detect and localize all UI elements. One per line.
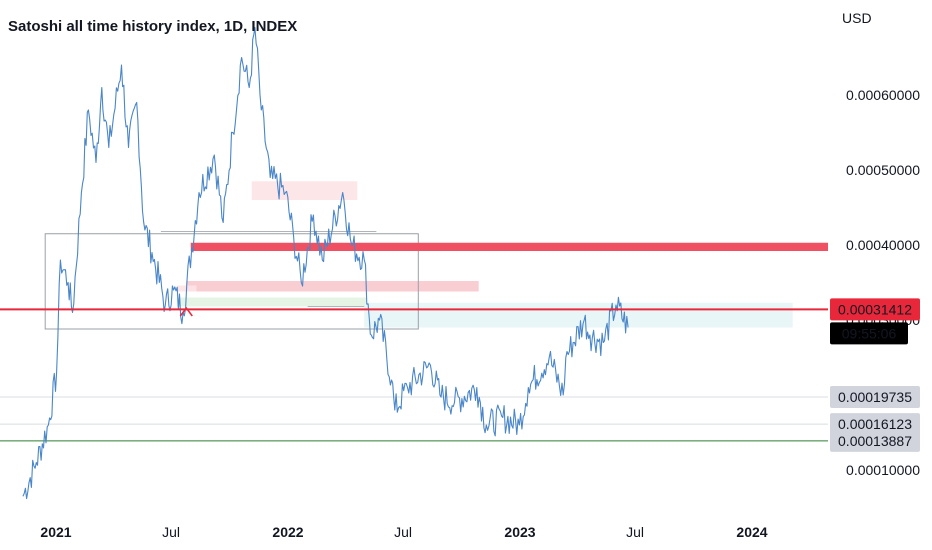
x-tick-label: Jul bbox=[394, 524, 412, 540]
x-tick-label: 2021 bbox=[40, 524, 71, 540]
level-badge-3: 0.00013887 bbox=[838, 433, 912, 449]
countdown-badge-bg bbox=[830, 322, 908, 345]
price-line bbox=[22, 26, 629, 500]
currency-label: USD bbox=[842, 10, 872, 26]
level-badge-3-bg bbox=[830, 429, 920, 452]
countdown-badge: 09:55:06 bbox=[842, 325, 897, 341]
current-price-badge: 0.00031412 bbox=[838, 301, 912, 317]
y-tick-label: 0.00050000 bbox=[846, 162, 920, 178]
x-tick-label: Jul bbox=[626, 524, 644, 540]
level-badge-2: 0.00016123 bbox=[838, 416, 912, 432]
level-badge-2-bg bbox=[830, 413, 920, 436]
arrow-marker bbox=[179, 306, 193, 317]
level-badge-1-bg bbox=[830, 385, 920, 408]
x-tick-label: 2024 bbox=[736, 524, 767, 540]
y-tick-label: 0.00010000 bbox=[846, 462, 920, 478]
y-tick-label: 0.00060000 bbox=[846, 87, 920, 103]
drawing-zone-0 bbox=[186, 281, 479, 292]
drawing-zone-4 bbox=[364, 302, 793, 328]
x-tick-label: Jul bbox=[162, 524, 180, 540]
drawing-zone-3 bbox=[176, 297, 367, 307]
resistance-band bbox=[190, 242, 829, 251]
current-price-badge-bg bbox=[830, 298, 920, 321]
x-tick-label: 2023 bbox=[504, 524, 535, 540]
y-tick-label: 0.00040000 bbox=[846, 237, 920, 253]
x-tick-label: 2022 bbox=[272, 524, 303, 540]
level-badge-1: 0.00019735 bbox=[838, 389, 912, 405]
range-box bbox=[44, 233, 419, 330]
chart-title: Satoshi all time history index, 1D, INDE… bbox=[8, 18, 298, 35]
